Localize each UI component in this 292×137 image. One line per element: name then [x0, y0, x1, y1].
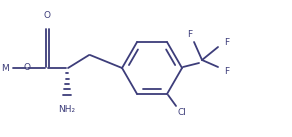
Text: O: O	[24, 62, 31, 72]
Text: NH₂: NH₂	[58, 105, 76, 114]
Text: M: M	[1, 64, 9, 72]
Text: F: F	[225, 38, 230, 46]
Text: F: F	[187, 29, 193, 38]
Text: O: O	[44, 11, 51, 20]
Text: Cl: Cl	[178, 109, 187, 117]
Text: F: F	[225, 68, 230, 76]
